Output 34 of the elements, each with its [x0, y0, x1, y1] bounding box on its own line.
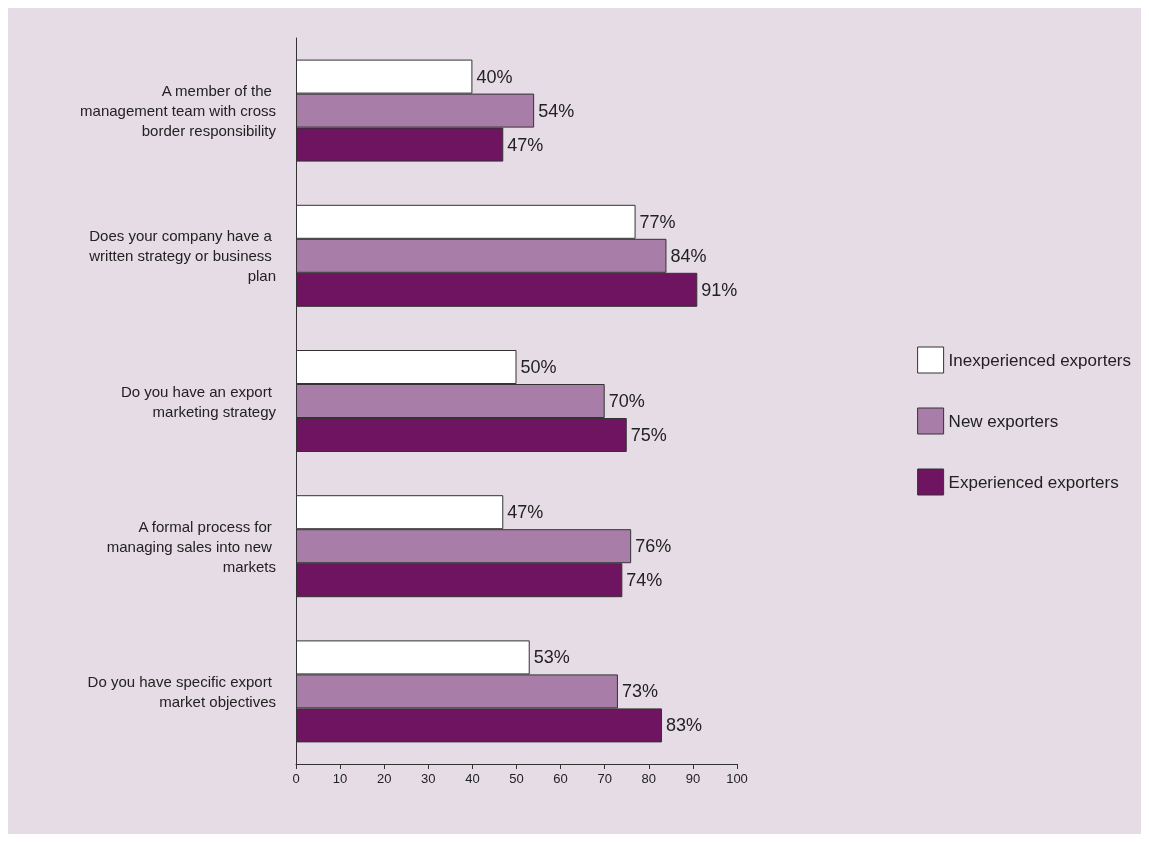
y-tick-label: Do you have specific export market objectives — [87, 672, 276, 710]
data-label: 54% — [538, 100, 575, 121]
x-tick-label: 10 — [332, 771, 348, 786]
x-tick-label: 80 — [641, 771, 657, 786]
legend-label: New exporters — [948, 411, 1059, 431]
data-label: 84% — [670, 245, 707, 266]
legend-label: Inexperienced exporters — [948, 350, 1132, 370]
data-label: 77% — [639, 211, 676, 232]
y-tick-label: Does your company have a written strategy or business plan — [88, 227, 276, 285]
data-label: 73% — [621, 681, 658, 702]
x-tick-label: 70 — [597, 771, 612, 786]
data-label: 75% — [630, 425, 667, 445]
x-tick-label: 30 — [421, 771, 436, 786]
x-tick-label: 0 — [292, 771, 300, 786]
x-tick-label: 90 — [685, 771, 701, 786]
data-label: 47% — [507, 134, 544, 155]
data-label: 83% — [666, 715, 703, 736]
data-label: 74% — [626, 570, 663, 591]
data-label: 40% — [476, 66, 513, 87]
y-tick-label: A formal process for managing sales into new markets — [106, 517, 276, 575]
data-label: 91% — [701, 279, 738, 300]
x-tick-label: 60 — [553, 771, 568, 786]
y-tick-label: A member of the management team with cross border responsibility — [80, 82, 277, 140]
data-label: 47% — [507, 502, 544, 523]
legend-label: Experienced exporters — [948, 472, 1119, 492]
data-label: 76% — [635, 536, 672, 557]
x-tick-label: 50 — [509, 771, 524, 786]
y-tick-label: Do you have an export marketing strategy — [120, 382, 277, 420]
x-tick-label: 40 — [465, 771, 480, 786]
x-tick-label: 100 — [726, 771, 748, 786]
data-label: 70% — [608, 391, 645, 411]
data-label: 53% — [533, 647, 570, 668]
x-tick-label: 20 — [376, 771, 392, 786]
data-label: 50% — [520, 357, 557, 377]
